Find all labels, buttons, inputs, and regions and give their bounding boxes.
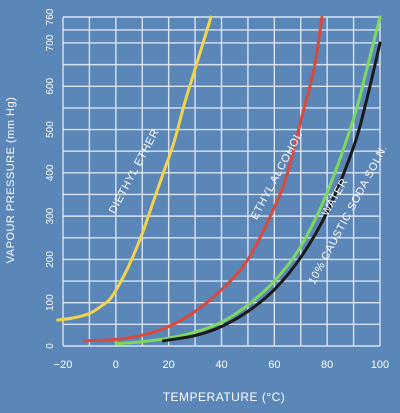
x-tick-label: 40 [215, 359, 227, 371]
series-lines [56, 15, 382, 346]
tick-labels: −20 0 20 40 60 80 100 0 100 200 300 400 500 600 700 760 [45, 8, 389, 371]
x-tick-label: 100 [371, 359, 389, 371]
x-tick-label: 0 [113, 359, 119, 371]
y-tick-label: 100 [45, 294, 56, 311]
y-tick-label: 760 [45, 8, 56, 25]
grid [62, 16, 381, 347]
ethyl-alcohol-curve [82, 15, 324, 343]
x-axis-label: TEMPERATURE (°C) [163, 390, 286, 404]
y-tick-label: 400 [45, 164, 56, 181]
y-tick-label: 500 [45, 121, 56, 138]
y-tick-label: 200 [45, 251, 56, 268]
water-curve [114, 15, 382, 346]
x-tick-label: −20 [54, 359, 73, 371]
y-tick-label: 600 [45, 77, 56, 94]
y-axis-label: VAPOUR PRESSURE (mm Hg) [5, 97, 17, 264]
y-tick-label: 300 [45, 207, 56, 224]
x-tick-label: 60 [268, 359, 280, 371]
caustic-soda-curve [161, 41, 382, 343]
x-tick-label: 80 [321, 359, 333, 371]
x-tick-label: 20 [163, 359, 175, 371]
y-tick-label: 700 [45, 34, 56, 51]
y-tick-label: 0 [45, 343, 56, 349]
diethyl-ether-curve [56, 15, 213, 322]
